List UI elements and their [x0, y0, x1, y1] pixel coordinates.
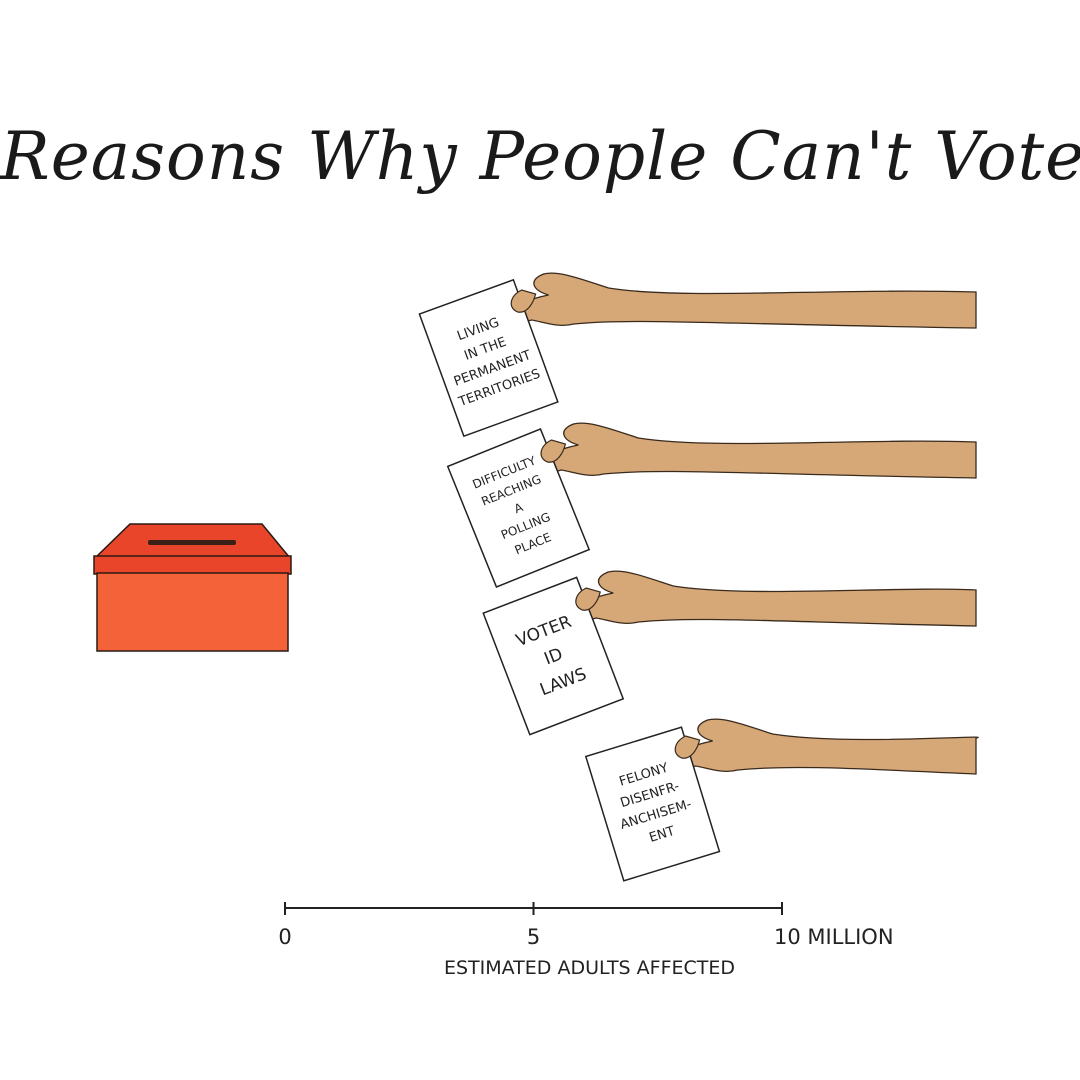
thumb-shape [674, 735, 701, 759]
thumb-shape [575, 587, 601, 611]
arm-shape [508, 272, 977, 329]
arm-shape [672, 718, 979, 775]
x-tick-label: 0 [278, 925, 291, 949]
arm-shape [572, 570, 977, 627]
x-axis: 0 5 10 MILLION [278, 902, 894, 949]
arm-shape [538, 422, 977, 479]
ballot-card-paper [446, 428, 591, 588]
thumb-shape [510, 289, 537, 313]
ballot-card-paper [584, 726, 721, 882]
chart-title: Reasons Why People Can't Vote [0, 118, 1080, 195]
ballot-card-paper [418, 278, 559, 438]
thumb-shape [540, 439, 567, 463]
ballot-card-paper [482, 576, 625, 736]
x-tick-label: 10 MILLION [774, 925, 894, 949]
x-tick-label: 5 [527, 925, 540, 949]
ballot-box-icon [93, 523, 292, 652]
bar-category-label: ENT [647, 824, 676, 846]
x-axis-label: ESTIMATED ADULTS AFFECTED [444, 957, 735, 979]
